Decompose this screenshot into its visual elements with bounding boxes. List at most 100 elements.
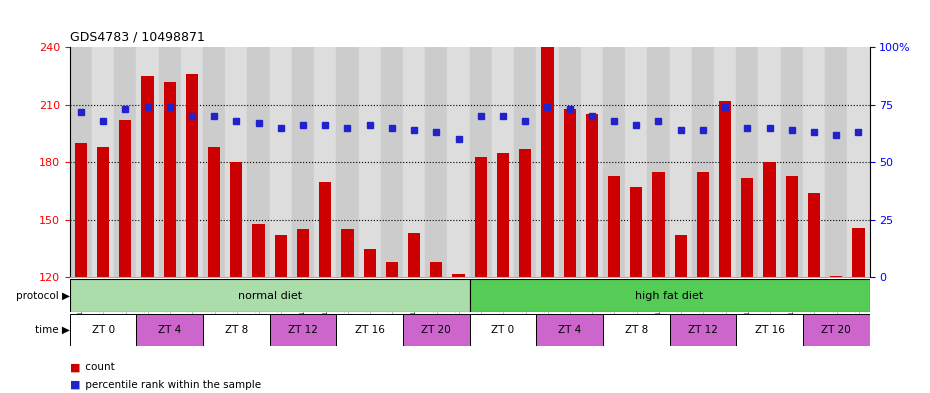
Text: ZT 12: ZT 12 [288,325,318,335]
Bar [159,47,180,277]
Bar [341,230,353,277]
Bar [274,235,287,277]
Bar [537,314,603,346]
Bar [470,47,492,277]
Bar [852,228,865,277]
Bar [270,314,337,346]
Bar [803,314,870,346]
Bar [447,47,470,277]
Bar [70,279,470,312]
Text: ZT 0: ZT 0 [91,325,114,335]
Bar [270,47,292,277]
Bar [74,143,87,277]
Bar [425,47,447,277]
Bar [674,235,687,277]
Bar [786,176,798,277]
Bar [497,153,509,277]
Bar [603,314,670,346]
Bar [203,314,270,346]
Bar [625,47,647,277]
Bar [608,176,620,277]
Bar [780,47,803,277]
Bar [808,193,820,277]
Bar [564,108,576,277]
Bar [137,47,159,277]
Bar [603,47,625,277]
Text: GDS4783 / 10498871: GDS4783 / 10498871 [70,30,205,43]
Bar [97,147,109,277]
Bar [180,47,203,277]
Text: ZT 0: ZT 0 [491,325,514,335]
Text: protocol ▶: protocol ▶ [16,290,70,301]
Bar [830,275,843,277]
Bar [470,314,537,346]
Bar [359,47,380,277]
Text: ZT 4: ZT 4 [158,325,181,335]
Bar [114,47,137,277]
Bar [631,187,643,277]
Bar [652,172,665,277]
Bar [737,314,803,346]
Bar [697,172,709,277]
Bar [403,314,470,346]
Bar [537,47,559,277]
Bar [452,274,465,277]
Bar [759,47,780,277]
Bar [474,156,487,277]
Text: ZT 20: ZT 20 [821,325,851,335]
Text: time ▶: time ▶ [34,325,70,335]
Bar [741,178,753,277]
Bar [137,314,203,346]
Text: ZT 8: ZT 8 [225,325,248,335]
Text: ZT 8: ZT 8 [625,325,648,335]
Bar [692,47,714,277]
Bar [714,47,737,277]
Bar [337,314,403,346]
Bar [386,262,398,277]
Bar [559,47,580,277]
Bar [292,47,314,277]
Text: ZT 16: ZT 16 [354,325,385,335]
Bar [647,47,670,277]
Bar [514,47,537,277]
Bar [70,47,92,277]
Bar [803,47,825,277]
Bar [586,114,598,277]
Text: percentile rank within the sample: percentile rank within the sample [82,380,261,390]
Text: ZT 20: ZT 20 [421,325,451,335]
Bar [141,76,153,277]
Bar [208,147,220,277]
Text: normal diet: normal diet [238,290,301,301]
Bar [519,149,531,277]
Text: ■: ■ [70,380,80,390]
Bar [225,47,247,277]
Bar [164,82,176,277]
Bar [319,182,331,277]
Bar [186,74,198,277]
Bar [314,47,337,277]
Bar [408,233,420,277]
Bar [470,279,870,312]
Bar [847,47,870,277]
Bar [403,47,425,277]
Bar [719,101,731,277]
Bar [247,47,270,277]
Text: ZT 12: ZT 12 [688,325,718,335]
Text: ■: ■ [70,362,80,373]
Bar [825,47,847,277]
Bar [119,120,131,277]
Text: high fat diet: high fat diet [635,290,704,301]
Bar [70,314,137,346]
Bar [492,47,514,277]
Bar [252,224,265,277]
Bar [431,262,443,277]
Bar [203,47,225,277]
Bar [737,47,759,277]
Text: ZT 4: ZT 4 [558,325,581,335]
Bar [364,249,376,277]
Bar [670,47,692,277]
Bar [580,47,603,277]
Text: ZT 16: ZT 16 [754,325,785,335]
Text: count: count [82,362,114,373]
Bar [764,162,776,277]
